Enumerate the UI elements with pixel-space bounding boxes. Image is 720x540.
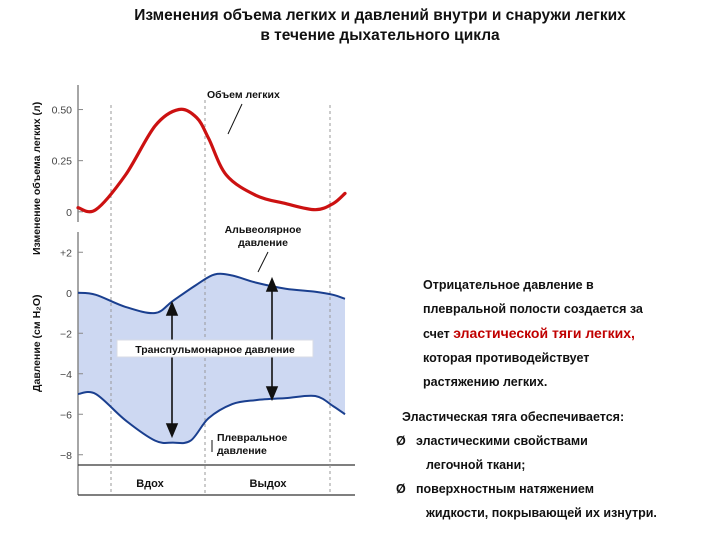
pleural-label-1: Плевральное: [217, 432, 288, 444]
note-line-3: счет эластической тяги легких,: [395, 321, 715, 346]
volume-tick-label: 0: [66, 207, 72, 219]
pressure-tick-label: −8: [60, 450, 72, 462]
alveolar-label-2: давление: [238, 237, 288, 249]
pressure-tick-label: +2: [60, 247, 72, 259]
bullet-item-2-l1: поверхностным натяжением: [416, 482, 594, 496]
pressure-tick-label: −6: [60, 409, 72, 421]
volume-series-line: [76, 107, 347, 214]
negative-pressure-note: Отрицательное давление в плевральной пол…: [395, 273, 715, 394]
pressure-axis: [77, 232, 355, 496]
title-line-1: Изменения объема легких и давлений внутр…: [134, 7, 626, 24]
transpulmonary-label-box: [116, 339, 314, 358]
volume-ticks: 0 0.25 0.50: [52, 105, 83, 219]
alveolar-callout-line: [257, 251, 269, 273]
inhale-label: Вдох: [136, 478, 164, 490]
transpulmonary-arrows: [165, 276, 279, 439]
exhale-label: Выдох: [250, 478, 288, 490]
alveolar-label-1: Альвеолярное: [225, 224, 302, 236]
note-line-5: растяжению легких.: [423, 375, 548, 389]
pressure-axis-label: Давление (см H₂O): [31, 295, 43, 393]
bullet-item-1-cont: легочной ткани;: [426, 458, 526, 472]
bullet-arrow-icon: Ø: [396, 434, 406, 448]
pressure-tick-label: −4: [60, 369, 72, 381]
note-line-2: плевральной полости создается за: [423, 302, 643, 316]
pressure-tick-label: −2: [60, 328, 72, 340]
note-highlight: эластической тяги легких,: [453, 325, 635, 341]
transpulmonary-area: [78, 273, 345, 444]
transpulmonary-label: Транспульмонарное давление: [135, 344, 295, 356]
bullet-item-2-cont: жидкости, покрывающей их изнутри.: [426, 506, 657, 520]
volume-axis-label: Изменение объема легких (л): [31, 102, 43, 255]
note-line-1: Отрицательное давление в: [423, 278, 594, 292]
title-line-2: в течение дыхательного цикла: [260, 27, 500, 44]
pleural-label-2: давление: [217, 445, 267, 457]
note-line-3-pre: счет: [423, 327, 454, 341]
pleural-pressure-line: [77, 391, 346, 445]
volume-curve-label: Объем легких: [207, 89, 280, 101]
bullet-item-1-l1: эластическими свойствами: [416, 434, 588, 448]
transpulmonary-fill: [78, 273, 345, 444]
bullet-arrow-icon: Ø: [396, 482, 406, 496]
alveolar-pressure-line: [77, 272, 346, 315]
bullets-heading: Эластическая тяга обеспечивается:: [402, 410, 625, 424]
volume-tick-label: 0.25: [52, 156, 73, 168]
volume-tick-label: 0.50: [52, 105, 73, 117]
pressure-tick-label: 0: [66, 288, 72, 300]
page-title: Изменения объема легких и давлений внутр…: [40, 6, 720, 46]
volume-callout-line: [227, 103, 243, 135]
note-line-4: которая противодействует: [423, 351, 590, 365]
pressure-ticks: +2 0 −2 −4 −6 −8: [60, 247, 83, 462]
